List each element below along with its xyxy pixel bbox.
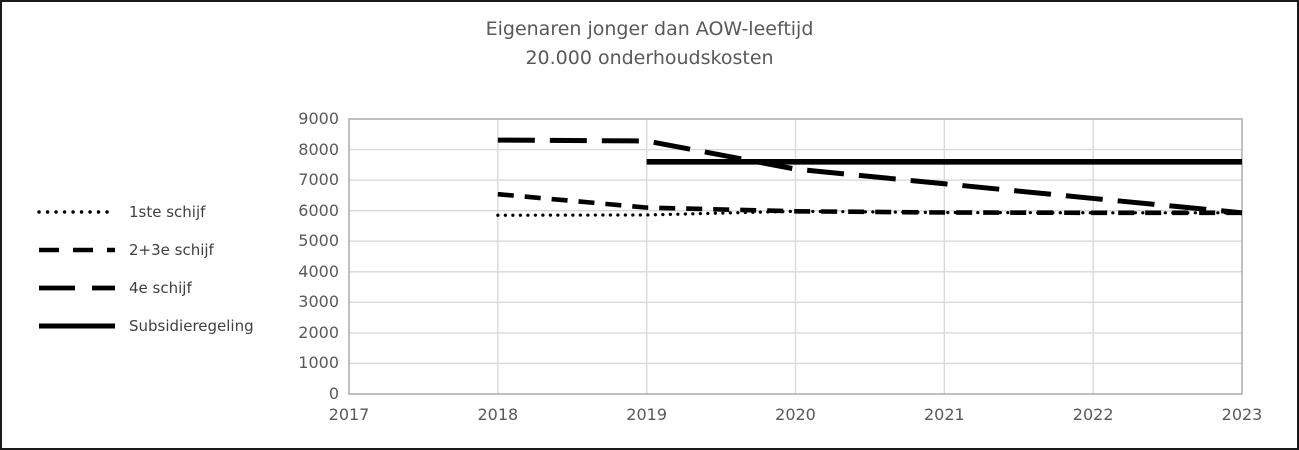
- y-axis-tick-label: 5000: [298, 231, 339, 251]
- chart-title: Eigenaren jonger dan AOW-leeftijd 20.000…: [2, 15, 1297, 73]
- legend-label-4e-schijf: 4e schijf: [129, 279, 192, 297]
- x-axis-tick-label: 2021: [923, 405, 965, 424]
- y-axis-tick-label: 9000: [298, 109, 339, 128]
- y-axis-tick-label: 7000: [298, 170, 339, 190]
- chart-title-line2: 20.000 onderhoudskosten: [525, 47, 774, 69]
- dotted-line-sample-icon: [37, 210, 117, 214]
- x-axis-tick-label: 2017: [328, 405, 370, 424]
- y-axis-tick-label: 8000: [298, 139, 339, 159]
- x-axis-tick-label: 2022: [1072, 405, 1114, 424]
- legend-item-4e-schijf: 4e schijf: [37, 269, 254, 307]
- y-axis-tick-label: 3000: [298, 292, 339, 312]
- x-axis-tick-label: 2023: [1221, 405, 1263, 424]
- x-axis-tick-label: 2018: [477, 405, 519, 424]
- y-axis-tick-label: 2000: [298, 322, 339, 342]
- chart-title-line1: Eigenaren jonger dan AOW-leeftijd: [485, 18, 814, 40]
- long-dash-line-sample-icon: [39, 285, 115, 291]
- solid-line-sample-icon: [39, 323, 115, 329]
- legend-item-1ste-schijf: 1ste schijf: [37, 193, 254, 231]
- legend-item-2-3e-schijf: 2+3e schijf: [37, 231, 254, 269]
- legend-label-2-3e-schijf: 2+3e schijf: [129, 241, 214, 259]
- legend-item-subsidieregeling: Subsidieregeling: [37, 307, 254, 345]
- dashed-line-sample-icon: [39, 247, 115, 253]
- chart-legend: 1ste schijf 2+3e schijf 4e schijf Subsidier…: [37, 193, 254, 345]
- y-axis-tick-label: 4000: [298, 261, 339, 281]
- legend-label-subsidieregeling: Subsidieregeling: [129, 317, 254, 335]
- plot-border: [348, 118, 1243, 395]
- y-axis-tick-label: 1000: [298, 353, 339, 373]
- series-line-4e-schijf: [497, 137, 1243, 216]
- y-axis-tick-label: 6000: [298, 200, 339, 220]
- legend-label-1ste-schijf: 1ste schijf: [129, 203, 206, 221]
- x-axis-tick-label: 2019: [626, 405, 668, 424]
- y-axis-tick-label: 0: [328, 384, 339, 403]
- x-axis-tick-label: 2020: [775, 405, 816, 424]
